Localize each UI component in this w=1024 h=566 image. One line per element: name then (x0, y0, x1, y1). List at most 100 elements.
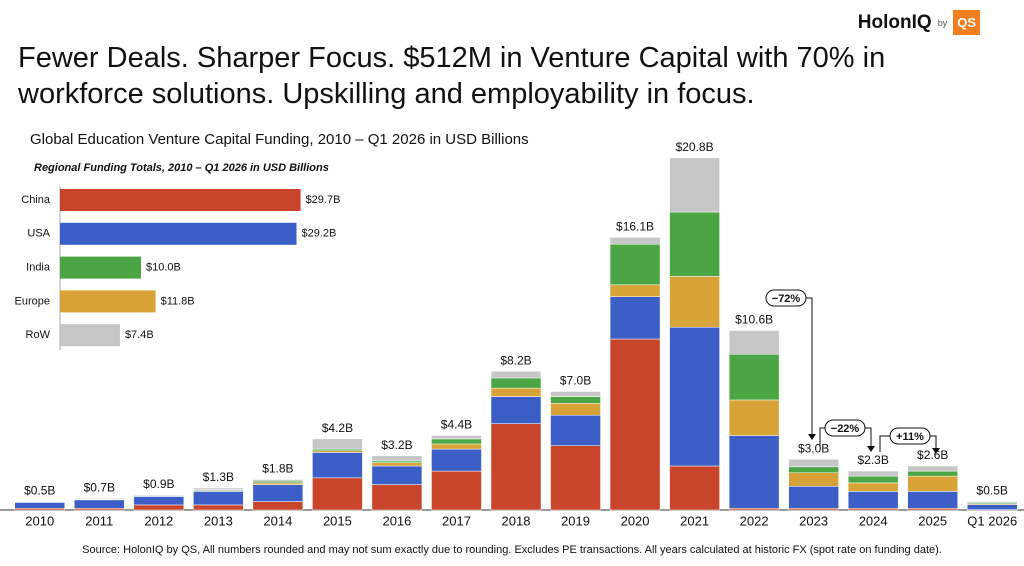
bar-segment (550, 403, 601, 416)
bar-segment (669, 465, 720, 511)
x-tick-label: 2013 (204, 513, 233, 528)
source: Source: HolonIQ by QS, All numbers round… (82, 544, 942, 556)
total-label: $1.3B (203, 470, 234, 484)
bar-segment (431, 438, 482, 445)
bar-segment (193, 491, 244, 506)
annotation-arrow (867, 446, 875, 452)
x-tick-label: 2016 (382, 513, 411, 528)
bar-segment (431, 435, 482, 440)
bar-segment (550, 414, 601, 446)
bar-segment (907, 508, 958, 511)
bar-segment (907, 470, 958, 477)
bar-segment (490, 423, 542, 511)
bar-segment (490, 387, 542, 397)
bar-segment (847, 475, 899, 484)
bar-segment (609, 338, 661, 511)
bar-segment (14, 508, 66, 511)
total-label: $2.6B (917, 448, 948, 462)
bar-segment (490, 396, 542, 424)
total-label: $1.8B (262, 462, 293, 476)
bar-segment (847, 508, 899, 511)
bar-segment (312, 452, 363, 479)
bar-segment (252, 482, 304, 485)
total-label: $16.1B (616, 220, 654, 234)
bar-segment (490, 370, 542, 379)
bar-segment (728, 353, 780, 401)
bar-segment (74, 508, 125, 511)
x-tick-label: 2021 (680, 513, 709, 528)
inset-category: India (26, 262, 51, 274)
x-tick-label: Q1 2026 (967, 513, 1017, 528)
x-tick-label: 2012 (144, 513, 173, 528)
x-tick-label: 2010 (25, 513, 54, 528)
bar-segment (728, 330, 780, 355)
x-tick-label: 2017 (442, 513, 471, 528)
x-tick-label: 2020 (621, 513, 650, 528)
bar-segment (371, 455, 423, 462)
headline: Fewer Deals. Sharper Focus. $512M in Ven… (18, 42, 886, 110)
bar-segment (193, 504, 244, 511)
bar-segment (312, 438, 363, 450)
total-label: $20.8B (676, 140, 714, 154)
bar-segment (728, 399, 780, 436)
inset-bar (60, 290, 156, 313)
bar-segment (431, 443, 482, 450)
bar-segment (312, 477, 363, 511)
annotation-box (889, 427, 931, 445)
bar-segment (133, 494, 185, 496)
bar-segment (312, 450, 363, 453)
bar-segment (371, 484, 423, 511)
x-tick-label: 2025 (918, 513, 947, 528)
annotation-line (806, 297, 813, 438)
x-tick-label: 2024 (859, 513, 888, 528)
bar-segment (550, 445, 601, 511)
bar-segment (788, 486, 839, 509)
total-label: $10.6B (735, 313, 773, 327)
bar-segment (907, 491, 958, 509)
bar-segment (907, 465, 958, 472)
logo: HolonIQ by QS (858, 10, 980, 35)
inset-bar (60, 189, 301, 211)
bar-segment (609, 296, 661, 340)
x-tick-label: 2023 (799, 513, 828, 528)
bar-segment (193, 487, 244, 490)
inset-value-label: $7.4B (125, 329, 154, 341)
bar-segment (728, 508, 780, 511)
bar-segment (133, 504, 185, 511)
bar-segment (252, 501, 304, 511)
x-tick-label: 2019 (561, 513, 590, 528)
bar-segment (669, 326, 720, 467)
inset-category: RoW (26, 329, 51, 341)
logo-badge: QS (953, 10, 980, 35)
bar-segment (74, 499, 125, 509)
annotation-box (824, 419, 866, 437)
annotation-line (879, 435, 937, 452)
inset-category: USA (27, 228, 50, 240)
bar-segment (490, 377, 542, 389)
bar-segment (788, 458, 839, 468)
bar-segment (907, 475, 958, 492)
total-label: $7.0B (560, 374, 591, 388)
bar-segment (669, 211, 720, 277)
bar-segment (371, 460, 423, 463)
bar-segment (966, 501, 1018, 503)
annotation-box (765, 289, 807, 307)
annotation-arrow (808, 434, 816, 440)
inset-value-label: $10.0B (146, 262, 181, 274)
annotation: −72% (772, 293, 801, 305)
bar-segment (728, 435, 780, 509)
bar-segment (252, 484, 304, 502)
bar-segment (252, 480, 304, 484)
bar-segment (847, 470, 899, 477)
inset-bar (60, 324, 120, 347)
bar-segment (788, 508, 839, 511)
total-label: $8.2B (500, 353, 531, 367)
total-label: $2.3B (857, 453, 888, 467)
bar-segment (14, 502, 66, 509)
bar-segment (788, 466, 839, 474)
bar-segment (669, 276, 720, 328)
total-label: $0.7B (84, 480, 115, 494)
annotation-arrow (932, 448, 940, 454)
bar-segment (609, 237, 661, 245)
